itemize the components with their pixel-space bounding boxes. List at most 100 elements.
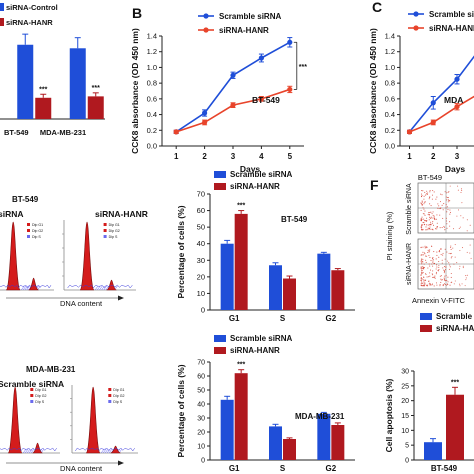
scatter-dot <box>425 193 427 195</box>
scatter-dot <box>448 252 450 255</box>
scatter-dot <box>421 218 423 220</box>
flow-legend-swatch <box>108 400 112 403</box>
legend-entry: Scramble siRNA <box>429 10 474 19</box>
legend-swatch-hanr <box>214 347 226 354</box>
scatter-dot <box>437 270 440 272</box>
legend-entry: siRNA-HA <box>436 324 474 333</box>
scatter-dot <box>429 196 431 198</box>
scatter-dot <box>444 191 446 193</box>
scatter-dot <box>447 281 449 283</box>
scatter-dot <box>425 226 427 228</box>
scatter-dot <box>439 201 442 203</box>
bar-sirna-ha-bt-549 <box>446 394 464 460</box>
scatter-dot <box>429 191 431 193</box>
cell-line-annotation: MDA-MB-231 <box>295 412 345 421</box>
legend-entry: siRNA-HANR <box>6 18 53 27</box>
y-tick-label: 0.2 <box>385 126 395 135</box>
bar-sirna-hanr-g2 <box>331 270 345 310</box>
scatter-dot <box>423 276 425 278</box>
flow-s-hatch <box>104 448 109 454</box>
legend-swatch-scramble <box>420 313 432 320</box>
y-tick-label: 30 <box>197 416 205 423</box>
scatter-dot <box>443 265 446 268</box>
scatter-dot <box>428 280 430 283</box>
flow-s-hatch <box>100 448 105 454</box>
flow-legend-label: Dip G1 <box>109 223 120 227</box>
flow-legend-swatch <box>27 235 30 238</box>
scatter-dot <box>428 251 430 253</box>
scatter-dot <box>423 263 425 265</box>
scatter-dot <box>439 275 441 277</box>
scatter-dot <box>432 190 434 192</box>
y-tick-label: 30 <box>197 256 205 265</box>
scatter-row-label: Scramble siRNA <box>406 183 413 235</box>
y-tick-label: 20 <box>197 430 205 437</box>
flow-s-hatch <box>22 285 27 291</box>
scatter-dot <box>432 258 434 260</box>
legend-entry: siRNA-HANR <box>230 346 280 355</box>
y-tick-label: 40 <box>197 239 205 248</box>
flow-legend-label: Dip G1 <box>113 388 124 392</box>
flow-legend-label: Dip G2 <box>32 229 43 233</box>
scatter-dot <box>450 248 452 250</box>
scatter-dot <box>429 284 432 286</box>
series-line-scramble-sirna <box>175 41 291 133</box>
significance-marker: *** <box>299 64 307 71</box>
flow-legend-label: Dip S <box>35 400 44 404</box>
significance-marker: *** <box>39 86 47 93</box>
scatter-dot <box>426 276 428 278</box>
flow-s-hatch <box>96 285 101 291</box>
x-axis-label: Days <box>445 164 466 174</box>
legend-marker <box>203 27 209 33</box>
y-tick-label: 1.2 <box>147 47 157 56</box>
scatter-dot <box>442 252 444 254</box>
scatter-dot <box>435 271 438 273</box>
scatter-dot <box>446 223 448 225</box>
flow-legend-swatch <box>27 223 30 226</box>
scatter-y-label: PI staining (%) <box>385 211 394 260</box>
scatter-dot <box>423 198 425 200</box>
scatter-dot <box>421 204 423 206</box>
scatter-dot <box>420 274 422 276</box>
scatter-dot <box>444 229 446 231</box>
scatter-dot <box>431 198 433 200</box>
scatter-dot <box>460 191 462 194</box>
scatter-dot <box>433 216 435 218</box>
scatter-dot <box>456 215 458 217</box>
significance-marker: *** <box>237 362 245 369</box>
scatter-dot <box>426 190 428 192</box>
flow-g1-peak <box>7 386 23 454</box>
scatter-dot <box>420 220 422 222</box>
scatter-dot <box>466 251 468 253</box>
panel-letter-b: B <box>132 5 142 21</box>
flow-legend-swatch <box>30 388 34 391</box>
scatter-dot <box>440 278 442 280</box>
scatter-dot <box>431 222 433 224</box>
scatter-dot <box>420 193 423 195</box>
scatter-dot <box>445 196 447 198</box>
scatter-dot <box>436 228 438 230</box>
scatter-dot <box>434 218 436 221</box>
scatter-dot <box>422 282 424 285</box>
scatter-dot <box>431 245 433 247</box>
scatter-dot <box>420 266 422 268</box>
scatter-dot <box>437 203 439 205</box>
scatter-dot <box>454 243 456 246</box>
y-tick-label: 50 <box>197 223 205 232</box>
bar-scramble-sirna-s <box>269 426 282 460</box>
scatter-dot <box>435 282 438 284</box>
scatter-dot <box>449 211 452 214</box>
scatter-dot <box>424 214 426 216</box>
legend-entry: Scramble siRNA <box>219 12 281 21</box>
scatter-dot <box>447 276 449 278</box>
y-tick-label: 1.4 <box>385 32 395 41</box>
series-line-sirna-hanr <box>409 95 474 133</box>
scatter-dot <box>423 267 426 269</box>
scatter-dot <box>436 214 438 216</box>
scatter-dot <box>461 283 463 285</box>
flow-g2-peak <box>106 279 117 291</box>
scatter-dot <box>432 214 434 216</box>
scatter-dot <box>427 249 429 251</box>
scatter-dot <box>469 252 471 254</box>
scatter-dot <box>434 277 436 279</box>
